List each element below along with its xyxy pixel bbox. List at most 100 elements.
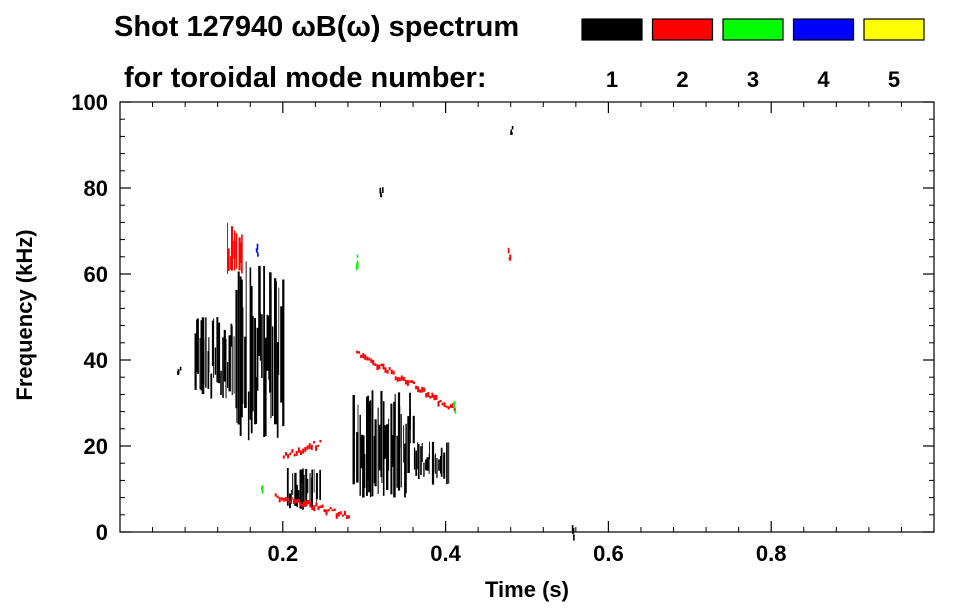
mode-n1-band-2 (319, 469, 321, 501)
mode-n1-band-0 (227, 362, 229, 388)
mode-n2-line-1 (445, 405, 448, 408)
mode-n1-band-0 (230, 323, 233, 347)
mode-n2-line-3 (327, 509, 330, 512)
mode-n1-band-0 (233, 336, 235, 394)
mode-n2-line-3 (288, 500, 291, 504)
mode-n2-line-2 (317, 444, 320, 447)
legend-label-4: 4 (817, 67, 830, 92)
mode-n1-band-1 (250, 286, 253, 434)
mode-n1-band-1 (237, 271, 240, 425)
mode-n1-band-3 (390, 403, 393, 495)
mode-n1-band-4 (417, 443, 420, 479)
mode-n1-spot-6 (380, 194, 383, 198)
mode-n2-line-1 (435, 394, 438, 400)
legend-label-3: 3 (747, 67, 759, 92)
mode-n1-band-1 (275, 281, 277, 425)
legend: 1 2 3 4 5 (581, 18, 925, 92)
mode-n2-line-1 (368, 357, 371, 361)
mode-n1-band-3 (357, 404, 359, 452)
mode-n2-line-3 (295, 499, 297, 504)
mode-n1-band-3 (359, 414, 361, 496)
mode-n1-band-1 (280, 306, 283, 403)
mode-n1-band-3 (393, 401, 396, 498)
mode-n1-band-4 (420, 446, 422, 475)
mode-n2-line-1 (378, 364, 381, 370)
mode-n1-band-1 (269, 272, 272, 393)
mode-n2-line-1 (409, 380, 411, 383)
mode-n1-band-3 (368, 401, 371, 493)
mode-n1-band-3 (366, 396, 368, 496)
mode-n2-line-1 (437, 400, 440, 407)
mode-n1-band-2 (292, 473, 294, 495)
mode-n2-band-0 (227, 222, 228, 274)
mode-n2-line-3 (337, 512, 340, 517)
mode-n1-band-2 (313, 469, 315, 493)
mode-n2-line-1 (447, 406, 450, 410)
legend-label-2: 2 (676, 67, 688, 92)
mode-n1-band-2 (311, 469, 313, 508)
mode-n4-spot-0 (256, 243, 259, 250)
y-tick-label: 40 (84, 348, 108, 373)
mode-n2-line-2 (285, 452, 287, 456)
mode-n1-band-4 (438, 459, 440, 471)
mode-n2-line-3 (305, 500, 308, 507)
plot-frame (119, 101, 935, 533)
y-axis-label: Frequency (kHz) (12, 229, 37, 400)
mode-n1-band-1 (256, 327, 259, 391)
mode-n1-band-3 (373, 436, 375, 484)
mode-n2-line-1 (411, 380, 413, 384)
mode-n1-band-4 (429, 441, 430, 460)
mode-n2-line-1 (358, 351, 361, 354)
mode-n2-line-1 (431, 392, 434, 398)
mode-n1-band-3 (388, 418, 390, 471)
mode-n2-line-3 (313, 505, 316, 512)
mode-n2-line-1 (396, 377, 399, 382)
mode-n2-line-3 (317, 506, 320, 510)
mode-n2-line-1 (427, 392, 430, 398)
mode-n2-line-3 (299, 501, 302, 507)
mode-n1-band-1 (255, 377, 258, 424)
mode-n1-band-0 (211, 320, 214, 366)
mode-n1-band-0 (213, 318, 215, 378)
mode-n1-band-4 (428, 453, 430, 474)
mode-n2-line-3 (274, 493, 277, 497)
axes: 0 20 40 60 80 100 0.2 0.4 0.6 0.8 (71, 90, 934, 566)
mode-n2-line-1 (380, 363, 383, 366)
mode-n1-band-1 (244, 336, 247, 408)
mode-n2-line-1 (386, 370, 389, 374)
x-tick-label: 0.2 (268, 541, 299, 566)
mode-n2-line-1 (364, 354, 367, 360)
mode-n1-band-3 (374, 419, 377, 487)
mode-n1-band-3 (386, 424, 389, 490)
mode-n1-band-1 (264, 337, 267, 437)
legend-label-5: 5 (888, 67, 900, 92)
mode-n1-band-0 (222, 337, 224, 398)
legend-label-1: 1 (606, 67, 618, 92)
mode-n1-band-2 (301, 469, 303, 484)
mode-n2-line-1 (388, 367, 391, 371)
mode-n1-band-0 (199, 338, 201, 390)
mode-n4-spot-0 (255, 248, 258, 251)
mode-n2-line-3 (345, 515, 348, 519)
mode-n2-line-2 (291, 449, 294, 453)
mode-n1-band-3 (400, 414, 402, 488)
mode-n1-band-3 (404, 443, 406, 498)
mode-n2-line-2 (302, 448, 305, 454)
mode-n1-band-4 (440, 455, 441, 474)
mode-n1-band-4 (435, 453, 436, 474)
mode-n1-band-2 (290, 490, 292, 504)
mode-n1-band-0 (223, 329, 226, 382)
legend-swatch-3 (722, 18, 784, 41)
mode-n2-line-1 (398, 377, 401, 382)
mode-n1-band-4 (440, 447, 443, 477)
mode-n1-band-0 (196, 319, 198, 373)
mode-n2-line-1 (423, 387, 426, 392)
mode-n2-line-1 (390, 369, 393, 375)
mode-n2-line-1 (451, 403, 454, 408)
mode-n1-band-3 (360, 434, 364, 469)
mode-n3-spot-0 (356, 263, 358, 271)
mode-n1-band-3 (391, 435, 394, 467)
mode-n2-line-1 (425, 392, 428, 398)
mode-n1-band-0 (201, 317, 205, 395)
mode-n2-line-3 (290, 497, 293, 500)
